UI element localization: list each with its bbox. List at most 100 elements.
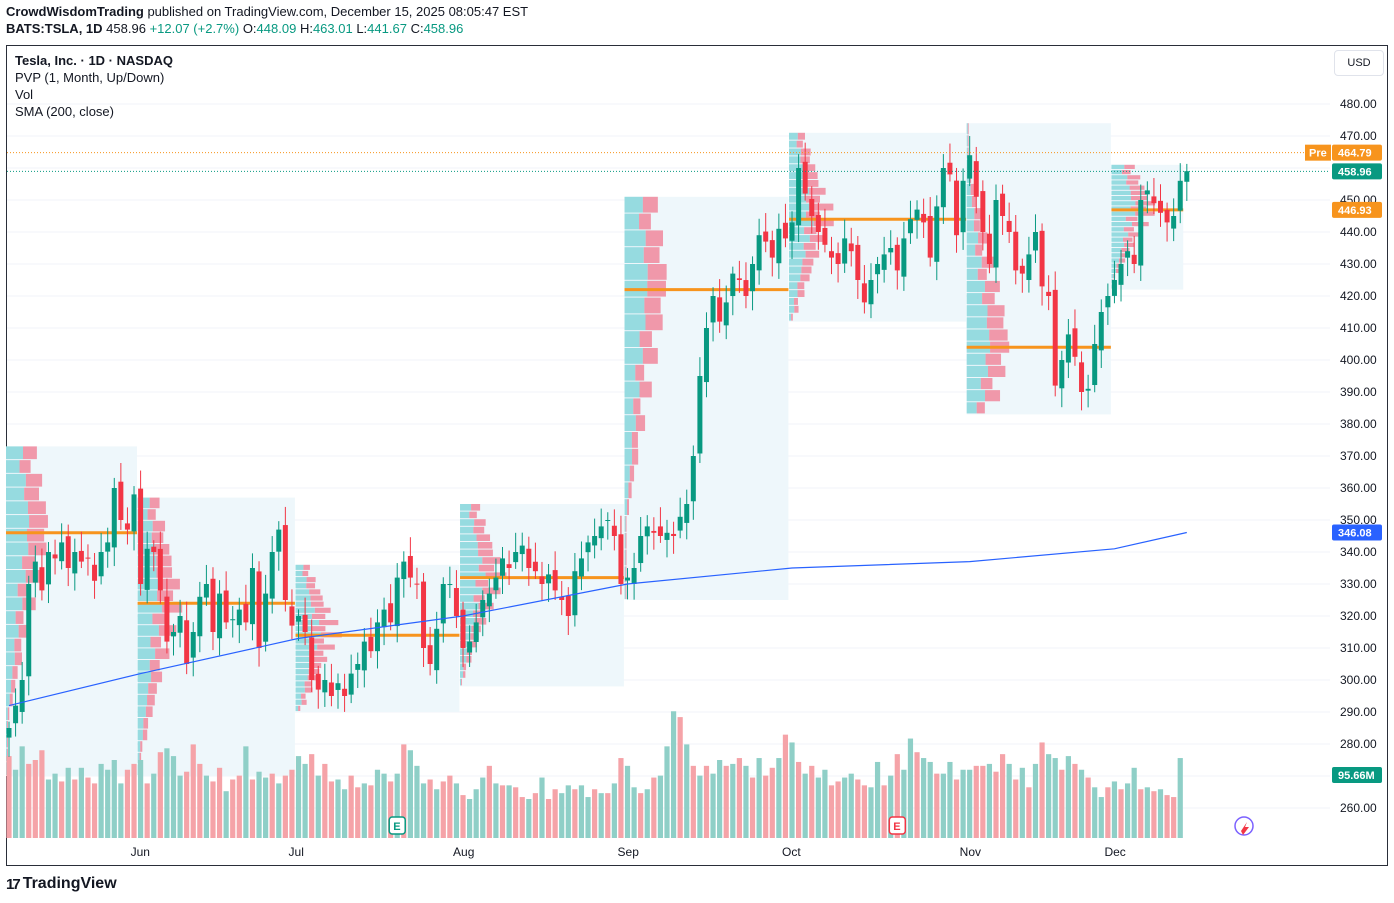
- volume-bar: [1052, 758, 1058, 838]
- legend-pvp[interactable]: PVP (1, Month, Up/Down): [15, 70, 165, 85]
- publisher-name[interactable]: CrowdWisdomTrading: [6, 4, 144, 19]
- legend-title[interactable]: Tesla, Inc. · 1D · NASDAQ: [15, 53, 173, 68]
- pvp-down-bar: [482, 587, 501, 595]
- pvp-up-bar: [6, 460, 20, 473]
- pvp-up-bar: [789, 219, 814, 227]
- ohlc-bar: BATS:TSLA, 1D 458.96 +12.07 (+2.7%) O:44…: [6, 21, 463, 36]
- pvp-up-bar: [460, 663, 464, 671]
- pvp-down-bar: [7, 734, 8, 748]
- pvp-up-bar: [460, 534, 477, 541]
- pvp-up-bar: [966, 280, 985, 293]
- volume-bar: [164, 748, 170, 838]
- volume-bar: [815, 777, 821, 838]
- price-tag-value: 95.66M: [1338, 770, 1375, 782]
- pvp-up-bar: [6, 707, 8, 721]
- pvp-down-bar: [304, 681, 313, 687]
- volume-bar: [624, 765, 631, 838]
- pvp-down-bar: [301, 699, 307, 705]
- volume-bar: [157, 752, 163, 838]
- x-tick-label: Jun: [131, 845, 150, 859]
- legend-sma[interactable]: SMA (200, close): [15, 104, 114, 119]
- candle-body: [105, 542, 111, 552]
- pvp-down-bar: [987, 365, 1006, 377]
- pvp-down-bar: [478, 564, 495, 572]
- candle-body: [342, 688, 348, 696]
- volume-bar: [1111, 781, 1118, 838]
- pvp-down-bar: [645, 230, 664, 247]
- pvp-down-bar: [1123, 227, 1134, 232]
- volume-bar: [809, 765, 815, 838]
- volume-bar: [223, 791, 229, 838]
- pvp-up-bar: [460, 542, 478, 549]
- candle-body: [513, 552, 519, 563]
- volume-bar: [855, 779, 861, 838]
- tradingview-logo[interactable]: 17 TradingView: [6, 875, 117, 893]
- candle-body: [901, 238, 907, 277]
- pvp-up-bar: [1111, 258, 1119, 263]
- pvp-up-bar: [460, 602, 479, 610]
- pvp-up-bar: [966, 220, 974, 232]
- pvp-down-bar: [985, 390, 1001, 402]
- pvp-down-bar: [1121, 170, 1131, 175]
- candle-body: [164, 596, 170, 642]
- volume-bar: [585, 797, 591, 838]
- candle-body: [85, 557, 91, 559]
- volume-bar: [394, 773, 400, 838]
- volume-bar: [1131, 767, 1137, 838]
- pvp-down-bar: [1123, 237, 1133, 242]
- candle-body: [1164, 209, 1170, 223]
- pvp-down-bar: [980, 378, 993, 390]
- candle-body: [1092, 344, 1098, 386]
- candle-body: [592, 536, 598, 546]
- pvp-up-bar: [295, 577, 307, 583]
- volume-bar: [1085, 777, 1091, 838]
- pvp-up-bar: [460, 625, 472, 633]
- candle-body: [197, 596, 203, 637]
- pvp-down-bar: [975, 244, 983, 256]
- candle-body: [296, 616, 302, 622]
- pvp-up-bar: [295, 570, 303, 577]
- y-tick-label: 370.00: [1340, 449, 1377, 463]
- pvp-up-bar: [460, 549, 479, 557]
- pvp-down-bar: [1130, 190, 1147, 195]
- pvp-up-bar: [137, 648, 156, 659]
- pvp-down-bar: [967, 123, 969, 135]
- candle-body: [6, 728, 12, 738]
- candle-body: [13, 705, 19, 724]
- volume-bar: [118, 783, 124, 838]
- volume-bar: [98, 763, 104, 838]
- volume-bar: [1013, 779, 1019, 838]
- volume-bar: [26, 763, 32, 838]
- pvp-up-bar: [624, 482, 629, 499]
- pvp-up-bar: [789, 298, 794, 305]
- volume-bar: [85, 777, 91, 838]
- pvp-up-bar: [1111, 248, 1122, 253]
- legend-vol[interactable]: Vol: [15, 87, 34, 102]
- volume-bar: [572, 789, 578, 838]
- pvp-up-bar: [624, 415, 636, 431]
- pvp-down-bar: [14, 652, 22, 666]
- volume-bar: [592, 789, 598, 838]
- pvp-down-bar: [156, 567, 173, 578]
- volume-bar: [796, 761, 802, 838]
- pvp-down-bar: [469, 511, 477, 519]
- volume-bar: [52, 773, 58, 838]
- candle-body: [381, 609, 387, 628]
- volume-bar: [1164, 795, 1170, 838]
- pvp-down-bar: [1124, 164, 1135, 169]
- pvp-down-bar: [642, 348, 658, 364]
- volume-bar: [894, 754, 900, 838]
- pvp-up-bar: [1111, 164, 1125, 169]
- volume-bar: [934, 773, 940, 838]
- pvp-up-bar: [624, 331, 640, 347]
- volume-bar: [203, 775, 209, 838]
- currency-button[interactable]: USD: [1334, 50, 1384, 76]
- y-tick-label: 360.00: [1340, 481, 1377, 495]
- volume-bar: [677, 717, 683, 838]
- pvp-up-bar: [460, 618, 475, 625]
- y-tick-label: 390.00: [1340, 385, 1377, 399]
- pvp-up-bar: [966, 305, 988, 317]
- candle-body: [697, 376, 703, 454]
- y-tick-label: 470.00: [1340, 129, 1377, 143]
